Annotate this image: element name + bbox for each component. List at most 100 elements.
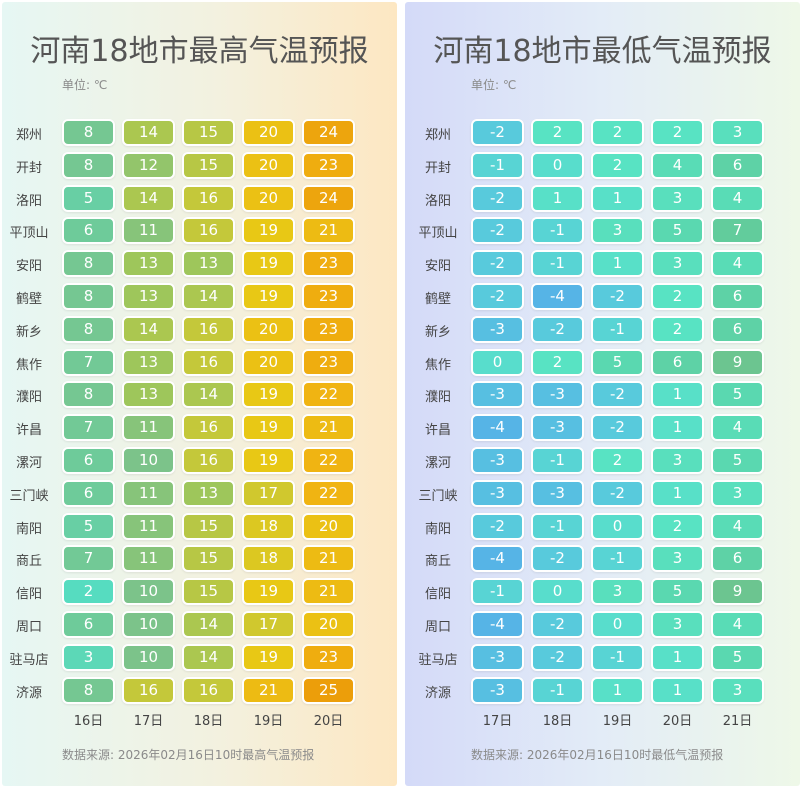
city-label: 新乡 xyxy=(424,324,451,340)
city-label: 鹤壁 xyxy=(15,292,42,307)
temp-cell: 17 xyxy=(242,611,295,638)
temp-cell: 1 xyxy=(591,676,644,704)
temp-cell: 6 xyxy=(711,151,764,179)
temp-cell: -1 xyxy=(591,315,644,343)
temp-cell: 15 xyxy=(182,512,235,540)
temp-cell: 3 xyxy=(711,479,764,507)
temp-cell: 19 xyxy=(242,283,295,310)
temp-cell: 7 xyxy=(711,217,764,245)
temp-cell: 25 xyxy=(302,676,355,704)
day-label: 18日 xyxy=(193,714,224,729)
temp-cell: 8 xyxy=(62,676,115,704)
temp-cell: -2 xyxy=(591,283,644,310)
temp-cell: 23 xyxy=(302,643,355,671)
temp-cell: -2 xyxy=(471,119,524,146)
high-temp-grid: 郑州 8 14 15 20 24 开封 8 12 15 20 23 洛阳 5 14 16 20 24 平顶山 6 11 1… xyxy=(2,2,397,786)
temp-cell: -2 xyxy=(471,184,524,212)
temp-cell: -4 xyxy=(471,611,524,638)
temp-cell: 2 xyxy=(651,315,704,343)
temp-cell: 22 xyxy=(302,479,355,507)
temp-cell: 8 xyxy=(62,283,115,310)
temp-cell: 6 xyxy=(62,611,115,638)
day-label: 19日 xyxy=(253,714,284,729)
temp-cell: 4 xyxy=(651,151,704,179)
day-label: 18日 xyxy=(542,714,573,729)
temp-cell: 14 xyxy=(122,184,175,212)
temp-cell: 1 xyxy=(651,676,704,704)
city-label: 漯河 xyxy=(15,456,42,471)
city-label: 漯河 xyxy=(424,456,451,471)
temp-cell: 11 xyxy=(122,414,175,442)
temp-cell: -4 xyxy=(471,545,524,573)
temp-cell: 23 xyxy=(302,250,355,278)
city-label: 周口 xyxy=(15,620,42,635)
temp-cell: 16 xyxy=(182,315,235,343)
chart-title: 河南18地市最低气温预报 xyxy=(433,34,772,69)
temp-cell: 3 xyxy=(591,578,644,606)
day-label: 20日 xyxy=(662,714,693,729)
temp-cell: 1 xyxy=(651,479,704,507)
temp-cell: 19 xyxy=(242,250,295,278)
temp-cell: -3 xyxy=(531,414,584,442)
city-label: 郑州 xyxy=(424,128,451,143)
temp-cell: 3 xyxy=(591,217,644,245)
temp-cell: 23 xyxy=(302,315,355,343)
temp-cell: 1 xyxy=(651,414,704,442)
temp-cell: 6 xyxy=(62,217,115,245)
temp-cell: 1 xyxy=(531,184,584,212)
temp-cell: 0 xyxy=(591,512,644,540)
high-temp-panel: 河南18地市最高气温预报 单位: ℃ 郑州 8 14 15 20 24 开封 8 12 15 20 2… xyxy=(2,2,397,786)
day-label: 17日 xyxy=(133,714,164,729)
temp-cell: 12 xyxy=(122,151,175,179)
temp-cell: -2 xyxy=(471,283,524,310)
temp-cell: -1 xyxy=(591,545,644,573)
temp-cell: 16 xyxy=(122,676,175,704)
temp-cell: 3 xyxy=(651,447,704,474)
city-label: 平顶山 xyxy=(9,226,49,242)
temp-cell: 1 xyxy=(591,184,644,212)
temp-cell: 21 xyxy=(302,578,355,606)
temp-cell: -1 xyxy=(531,250,584,278)
temp-cell: 20 xyxy=(242,315,295,343)
city-label: 洛阳 xyxy=(15,193,42,209)
temp-cell: 20 xyxy=(302,512,355,540)
temp-cell: 4 xyxy=(711,414,764,442)
city-label: 安阳 xyxy=(15,259,42,275)
temp-cell: -2 xyxy=(591,414,644,442)
temp-cell: -1 xyxy=(531,217,584,245)
temp-cell: 21 xyxy=(242,676,295,704)
temp-cell: -3 xyxy=(471,447,524,474)
city-label: 开封 xyxy=(424,160,451,176)
temp-cell: -2 xyxy=(471,217,524,245)
temp-cell: 19 xyxy=(242,578,295,606)
temp-cell: 18 xyxy=(242,545,295,573)
city-label: 济源 xyxy=(424,685,451,701)
temp-cell: 23 xyxy=(302,348,355,376)
temp-cell: 16 xyxy=(182,348,235,376)
day-label: 21日 xyxy=(722,714,753,729)
city-label: 洛阳 xyxy=(424,193,451,209)
temp-cell: 13 xyxy=(122,348,175,376)
city-label: 南阳 xyxy=(424,521,451,537)
temp-cell: -3 xyxy=(471,381,524,409)
temp-cell: 8 xyxy=(62,250,115,278)
temp-cell: 6 xyxy=(711,283,764,310)
temp-cell: 3 xyxy=(651,184,704,212)
temp-cell: 24 xyxy=(302,119,355,146)
temp-cell: 14 xyxy=(182,283,235,310)
city-label: 平顶山 xyxy=(418,226,458,242)
temp-cell: 2 xyxy=(651,512,704,540)
temp-cell: 5 xyxy=(651,217,704,245)
temp-cell: 4 xyxy=(711,250,764,278)
temp-cell: -3 xyxy=(471,676,524,704)
temp-cell: 15 xyxy=(182,578,235,606)
city-label: 信阳 xyxy=(424,587,451,603)
city-label: 周口 xyxy=(424,620,451,635)
temp-cell: 10 xyxy=(122,611,175,638)
temp-cell: 6 xyxy=(651,348,704,376)
temp-cell: 13 xyxy=(122,250,175,278)
temp-cell: 8 xyxy=(62,119,115,146)
city-label: 濮阳 xyxy=(15,390,42,406)
temp-cell: 14 xyxy=(182,643,235,671)
temp-cell: 13 xyxy=(122,283,175,310)
